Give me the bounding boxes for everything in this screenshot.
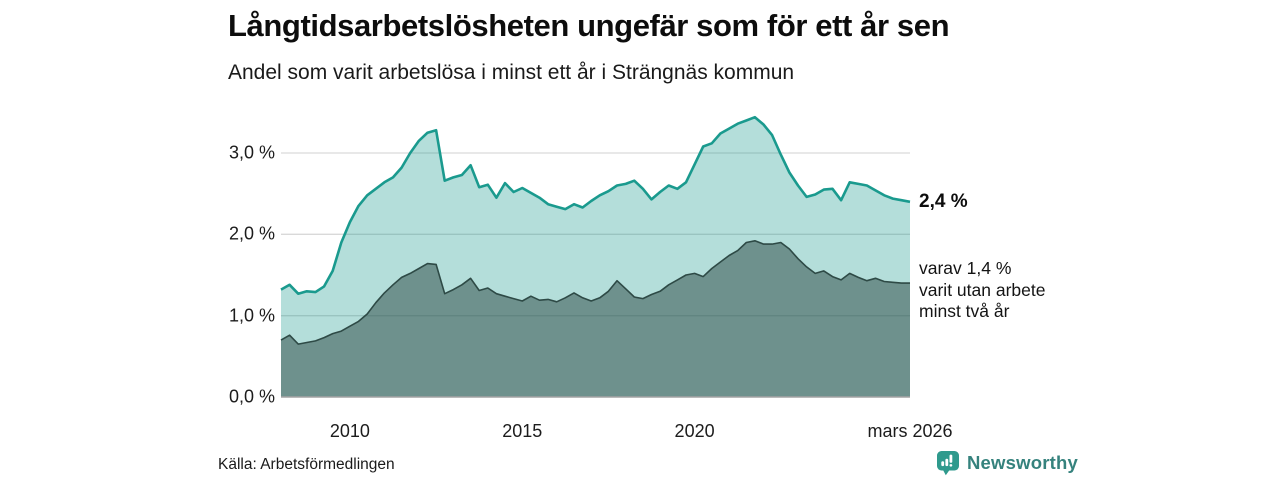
source-attribution: Källa: Arbetsförmedlingen bbox=[218, 456, 395, 473]
x-axis-tick-label: 2015 bbox=[502, 421, 543, 441]
y-axis-tick-label: 3,0 % bbox=[228, 142, 275, 163]
line-unemployed-2yr bbox=[280, 240, 910, 345]
x-axis-tick-label: mars 2026 bbox=[867, 421, 953, 441]
newsworthy-logo-icon bbox=[937, 451, 959, 476]
y-axis-tick-label: 0,0 % bbox=[228, 386, 275, 407]
y-axis-tick-label: 2,0 % bbox=[228, 223, 275, 244]
x-axis-tick-label: 2010 bbox=[329, 421, 370, 441]
area-unemployed-2yr bbox=[281, 240, 910, 397]
newsworthy-logo: Newsworthy bbox=[936, 450, 1078, 476]
line-total-unemployed-1yr bbox=[280, 115, 911, 295]
chart-subtitle: Andel som varit arbetslösa i minst ett å… bbox=[228, 61, 795, 84]
newsworthy-logo-text: Newsworthy bbox=[967, 452, 1078, 473]
latest-value-label: 2,4 % bbox=[919, 191, 968, 212]
chart-title: Långtidsarbetslösheten ungefär som för e… bbox=[228, 8, 950, 43]
y-axis-tick-label: 1,0 % bbox=[228, 305, 275, 326]
x-axis-tick-label: 2020 bbox=[674, 421, 715, 441]
two-year-annotation: varav 1,4 % varit utan arbete minst två … bbox=[919, 258, 1046, 321]
